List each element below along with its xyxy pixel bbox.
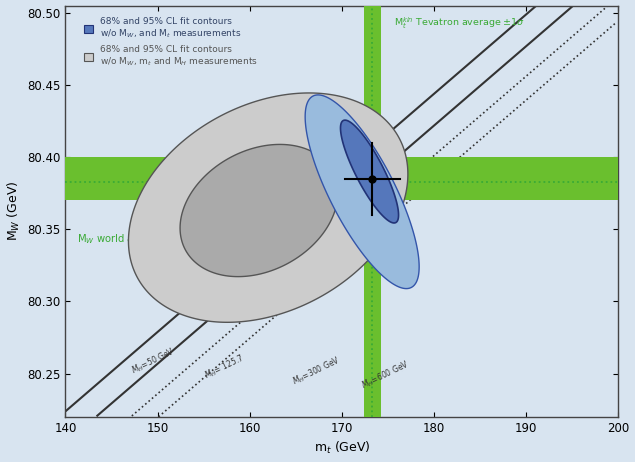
Bar — [65, 157, 618, 201]
Text: $M_H$= 125.7: $M_H$= 125.7 — [203, 353, 246, 382]
Legend: 68% and 95% CL fit contours
w/o M$_W$, and M$_t$ measurements, 68% and 95% CL fi: 68% and 95% CL fit contours w/o M$_W$, a… — [81, 14, 260, 71]
Bar — [364, 6, 380, 417]
Text: M$_t^{kin}$ Tevatron average $\pm1\sigma$: M$_t^{kin}$ Tevatron average $\pm1\sigma… — [394, 16, 526, 31]
Text: M$_W$ world average $\pm1\sigma$: M$_W$ world average $\pm1\sigma$ — [76, 232, 194, 246]
Polygon shape — [180, 145, 338, 277]
Polygon shape — [128, 93, 408, 322]
Polygon shape — [340, 120, 399, 223]
Polygon shape — [305, 95, 419, 289]
Y-axis label: M$_W$ (GeV): M$_W$ (GeV) — [6, 181, 22, 242]
X-axis label: m$_t$ (GeV): m$_t$ (GeV) — [314, 440, 370, 456]
Text: $M_H$=300 GeV: $M_H$=300 GeV — [290, 354, 342, 388]
Text: $M_H$=50 GeV: $M_H$=50 GeV — [129, 345, 177, 377]
Text: $M_H$=600 GeV: $M_H$=600 GeV — [359, 359, 411, 392]
